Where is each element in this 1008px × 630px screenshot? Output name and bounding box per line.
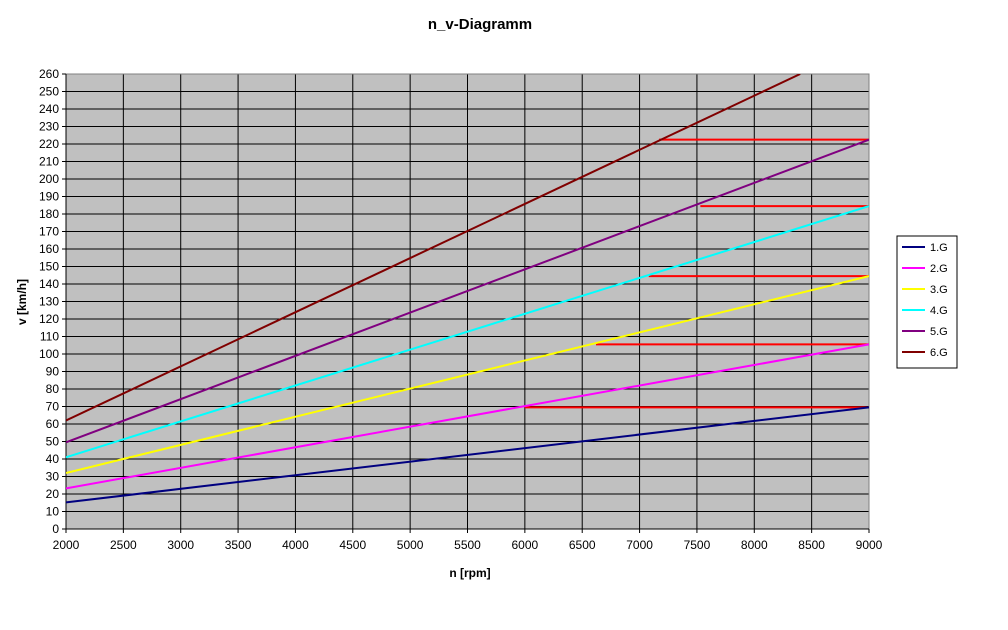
plot-area: 0 10 20 30 40 50 60 70 80 90 100 110 120 130 140 150 160…: [39, 67, 883, 552]
y-tick-label: 150: [39, 260, 59, 274]
series-group: [66, 74, 869, 504]
x-tick-label: 4500: [339, 538, 366, 552]
x-tick-label: 2500: [110, 538, 137, 552]
y-tick-label: 50: [46, 435, 60, 449]
x-tick-label: 2000: [53, 538, 80, 552]
y-tick-label: 200: [39, 172, 59, 186]
y-tick-label: 40: [46, 452, 60, 466]
y-tick-label: 0: [52, 522, 59, 536]
y-tick-label: 240: [39, 102, 59, 116]
y-tick-label: 230: [39, 120, 59, 134]
series-line-5g: [66, 138, 869, 444]
legend-label: 4.G: [930, 305, 948, 317]
y-tick-label: 180: [39, 207, 59, 221]
y-tick-label: 120: [39, 312, 59, 326]
y-tick-label: 60: [46, 417, 60, 431]
series-line-6g: [66, 74, 801, 422]
y-tick-label: 30: [46, 470, 60, 484]
legend-label: 1.G: [930, 242, 948, 254]
x-tick-label: 4000: [282, 538, 309, 552]
x-tick-label: 6500: [569, 538, 596, 552]
chart-title: n_v-Diagramm: [428, 16, 532, 33]
y-tick-label: 70: [46, 400, 60, 414]
y-tick-label: 140: [39, 277, 59, 291]
x-tick-label: 9000: [856, 538, 883, 552]
y-tick-label: 80: [46, 382, 60, 396]
y-axis-title: v [km/h]: [15, 279, 29, 325]
y-tick-label: 100: [39, 347, 59, 361]
x-tick-label: 5500: [454, 538, 481, 552]
series-line-3g: [66, 275, 869, 474]
y-tick-label: 170: [39, 225, 59, 239]
x-tick-label: 3500: [225, 538, 252, 552]
x-tick-label: 6000: [512, 538, 539, 552]
y-tick-label: 220: [39, 137, 59, 151]
x-tick-label: 8500: [798, 538, 825, 552]
x-tick-label: 7000: [626, 538, 653, 552]
y-tick-label: 130: [39, 295, 59, 309]
series-line-2g: [66, 343, 869, 490]
y-tick-label: 160: [39, 242, 59, 256]
y-tick-label: 90: [46, 365, 60, 379]
legend: 1.G 2.G 3.G 4.G 5.G 6.G: [896, 235, 958, 369]
y-tick-label: 260: [39, 67, 59, 81]
legend-label: 3.G: [930, 284, 948, 296]
x-tick-label: 7500: [684, 538, 711, 552]
legend-box: [896, 235, 958, 369]
legend-label: 6.G: [930, 347, 948, 359]
y-tick-label: 210: [39, 155, 59, 169]
legend-label: 5.G: [930, 326, 948, 338]
y-tick-label: 10: [46, 505, 60, 519]
y-tick-label: 20: [46, 487, 60, 501]
shift-lines: [524, 138, 869, 409]
x-axis-title: n [rpm]: [449, 566, 490, 580]
series-line-4g: [66, 205, 869, 459]
x-tick-label: 5000: [397, 538, 424, 552]
y-tick-label: 190: [39, 190, 59, 204]
legend-label: 2.G: [930, 263, 948, 275]
y-tick-label: 250: [39, 85, 59, 99]
x-tick-label: 8000: [741, 538, 768, 552]
x-tick-label: 3000: [167, 538, 194, 552]
series-line-1g: [66, 406, 869, 504]
y-tick-label: 110: [40, 330, 59, 344]
